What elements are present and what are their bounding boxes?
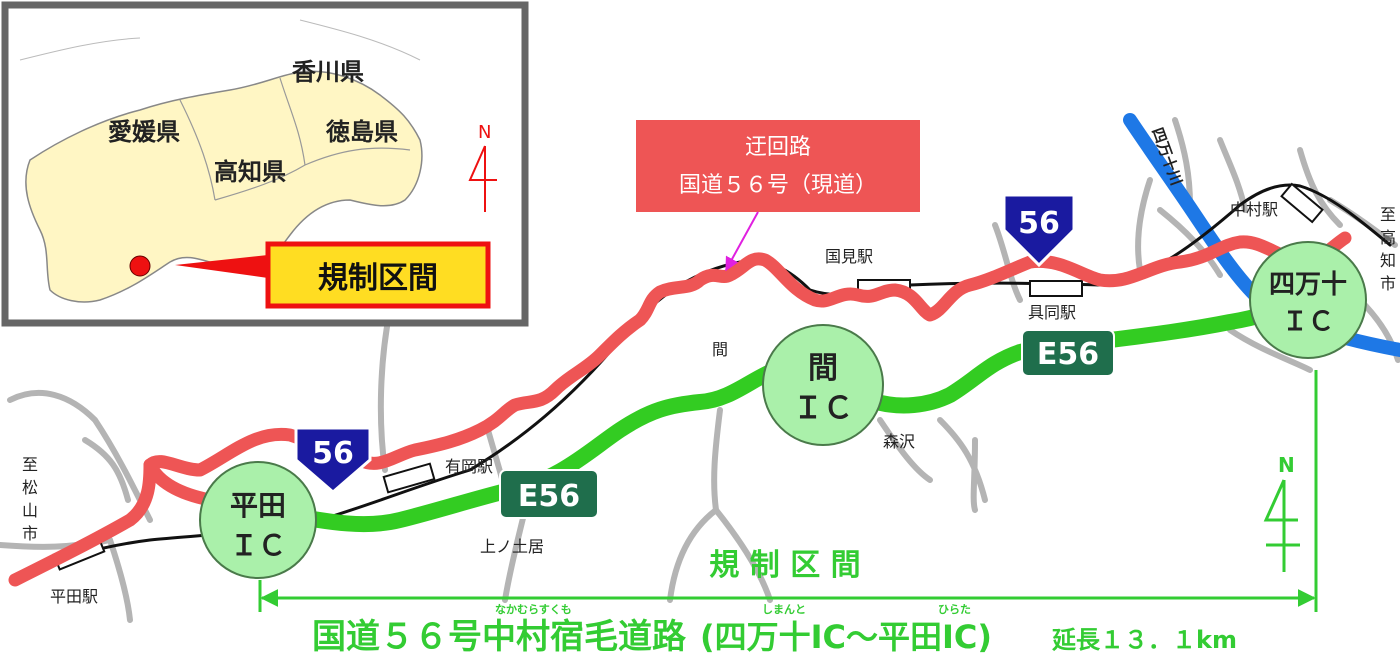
route56-shield-right: 56: [1002, 193, 1076, 268]
station-arioka-label: 有岡駅: [445, 457, 493, 476]
svg-text:ＩＣ: ＩＣ: [793, 391, 853, 426]
svg-text:ＩＣ: ＩＣ: [1282, 307, 1334, 337]
station-nakamura-label: 中村駅: [1230, 200, 1278, 219]
svg-text:なかむらすくも: なかむらすくも: [495, 603, 572, 616]
svg-text:市: 市: [22, 524, 38, 543]
e56-sign-left: E56: [499, 469, 599, 519]
svg-text:四万十: 四万十: [1269, 270, 1347, 300]
svg-text:N: N: [1278, 453, 1295, 477]
svg-text:しまんと: しまんと: [762, 603, 806, 616]
e56-sign-right: E56: [1021, 329, 1115, 377]
svg-text:山: 山: [22, 501, 38, 520]
svg-text:平田: 平田: [230, 489, 286, 522]
svg-text:56: 56: [1018, 206, 1060, 241]
svg-text:E56: E56: [518, 479, 580, 514]
route56-shield-left: 56: [294, 426, 372, 494]
svg-text:徳島県: 徳島県: [325, 118, 398, 146]
location-marker: [129, 255, 151, 277]
shimanto-ic: 四万十 ＩＣ: [1249, 241, 1367, 359]
destination-kochi: 至 高 知 市: [1380, 205, 1396, 293]
detour-route-56: [8, 231, 1352, 587]
section-label: 規 制 区 間: [709, 548, 860, 583]
svg-text:高: 高: [1380, 228, 1396, 247]
station-hirata-label: 平田駅: [50, 587, 98, 606]
section-span: 規 制 区 間: [258, 370, 1318, 612]
svg-text:N: N: [478, 122, 491, 143]
svg-text:56: 56: [312, 436, 354, 471]
svg-text:知: 知: [1380, 251, 1396, 270]
place-morisawa-label: 森沢: [883, 432, 915, 451]
svg-text:香川県: 香川県: [292, 58, 364, 86]
station-kunimi-label: 国見駅: [825, 247, 873, 266]
north-arrow-main: N: [1263, 453, 1300, 572]
inset-map: 香川県 愛媛県 徳島県 高知県 N 規制区間: [1, 1, 529, 327]
inset-callout-label: 規制区間: [318, 261, 438, 296]
svg-text:至: 至: [22, 455, 38, 474]
place-hazama-label: 間: [712, 340, 728, 359]
svg-text:至: 至: [1380, 205, 1396, 224]
detour-route-west-branch: [143, 458, 217, 507]
footer-title: なかむらすくも しまんと ひらた 国道５６号中村宿毛道路 (四万十IC～平田IC…: [312, 603, 1237, 655]
svg-text:E56: E56: [1037, 337, 1099, 372]
svg-text:(四万十IC～平田IC): (四万十IC～平田IC): [700, 618, 992, 655]
svg-text:国道５６号中村宿毛道路: 国道５６号中村宿毛道路: [312, 617, 687, 655]
detour-callout: 迂回路 国道５６号（現道）: [636, 120, 920, 272]
svg-text:ひらた: ひらた: [938, 603, 971, 616]
svg-text:高知県: 高知県: [214, 158, 286, 186]
svg-text:愛媛県: 愛媛県: [108, 118, 180, 146]
svg-text:迂回路: 迂回路: [745, 135, 811, 160]
inset-shikoku-shape: [25, 70, 423, 303]
svg-text:松: 松: [22, 478, 38, 497]
destination-matsuyama: 至 松 山 市: [22, 455, 38, 543]
hazama-ic: 間 ＩＣ: [762, 324, 884, 446]
svg-text:市: 市: [1380, 274, 1396, 293]
svg-text:間: 間: [808, 351, 838, 386]
svg-text:延長１３．１km: 延長１３．１km: [1051, 626, 1237, 654]
place-kaminodoi-label: 上ノ土居: [480, 537, 544, 556]
svg-text:国道５６号（現道）: 国道５６号（現道）: [679, 173, 877, 198]
svg-text:ＩＣ: ＩＣ: [230, 529, 286, 562]
hirata-ic: 平田 ＩＣ: [199, 461, 317, 579]
station-gudo-label: 具同駅: [1028, 303, 1076, 322]
